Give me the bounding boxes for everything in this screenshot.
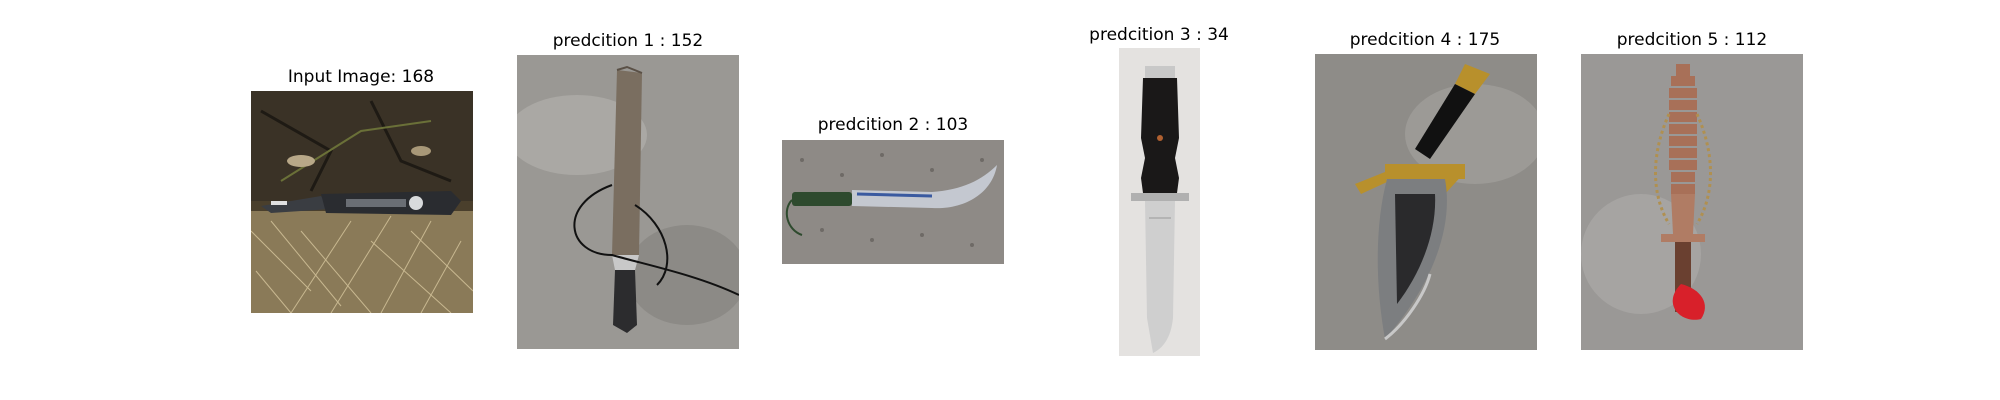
prediction-1-drawing (517, 55, 739, 349)
prediction-1-image (517, 55, 739, 349)
prediction-3-drawing (1119, 48, 1200, 356)
input-image (251, 91, 473, 313)
prediction-2-image (782, 140, 1004, 264)
panel-title-prediction-4: predcition 4 : 175 (1349, 30, 1501, 50)
prediction-5-image (1581, 54, 1803, 350)
prediction-4-drawing (1315, 54, 1537, 350)
panel-title-prediction-3: predcition 3 : 34 (1089, 25, 1229, 45)
input-image-drawing (251, 91, 473, 313)
prediction-3-image (1119, 48, 1200, 356)
panel-title-prediction-2: predcition 2 : 103 (817, 115, 969, 135)
panel-title-prediction-1: predcition 1 : 152 (552, 31, 704, 51)
prediction-5-drawing (1581, 54, 1803, 350)
panel-title-input: Input Image: 168 (287, 67, 435, 87)
prediction-4-image (1315, 54, 1537, 350)
prediction-2-drawing (782, 140, 1004, 264)
panel-title-prediction-5: predcition 5 : 112 (1616, 30, 1768, 50)
